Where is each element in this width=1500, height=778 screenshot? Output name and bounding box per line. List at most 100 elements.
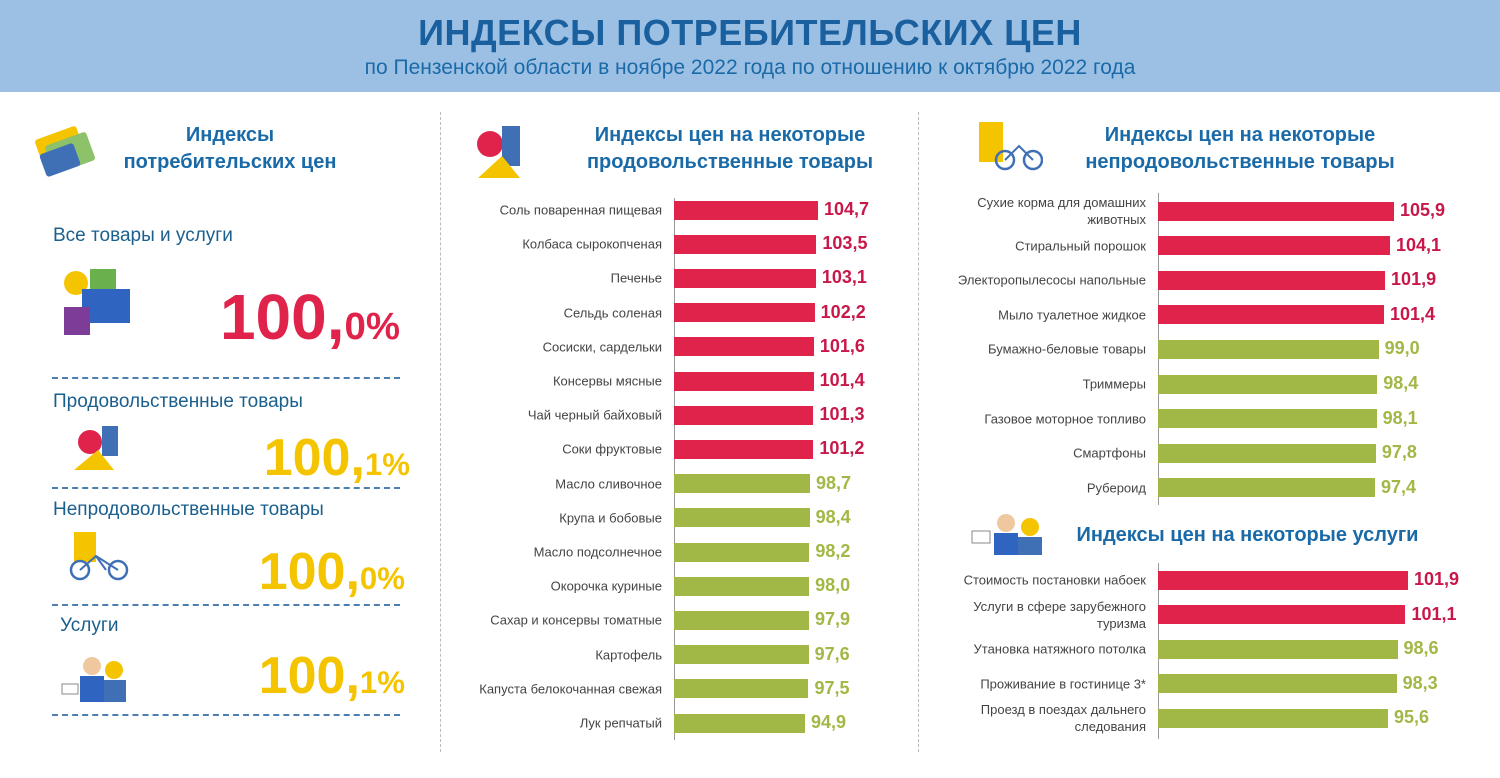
bar-label: Чай черный байховый [527, 407, 662, 423]
bar-label: Печенье [610, 270, 662, 286]
bar [674, 439, 814, 459]
clothes-bicycle-icon [979, 122, 1043, 171]
bar-value: 99,0 [1384, 338, 1420, 359]
bar [674, 508, 810, 528]
nonfood-index: 100,0% [258, 543, 405, 601]
nonfood-price-chart: Сухие корма для домашних животных 105,9 Ст… [918, 193, 1498, 505]
bar-value: 98,1 [1382, 407, 1418, 428]
bar [1158, 236, 1390, 256]
bar-label: Лук репчатый [579, 715, 662, 731]
bar-label: Окорочка куриные [550, 578, 662, 594]
bar-value: 101,2 [819, 438, 865, 459]
services-people-icon [61, 657, 126, 702]
bar-label: Мыло туалетное жидкое [998, 307, 1146, 323]
bar-value: 98,4 [815, 506, 851, 527]
bar-value: 104,1 [1395, 234, 1442, 255]
page-title: ИНДЕКСЫ ПОТРЕБИТЕЛЬСКИХ ЦЕН [418, 12, 1082, 53]
price-tags-icon [35, 126, 95, 177]
bar-label: Рубероид [1086, 480, 1146, 496]
bar-value: 101,6 [819, 335, 865, 356]
bar [1158, 374, 1378, 394]
bar-label: Бумажно-беловые товары [988, 341, 1146, 357]
bar [674, 713, 805, 733]
services-people-icon [971, 514, 1042, 555]
bar [674, 474, 811, 494]
bar-value: 101,4 [819, 370, 865, 390]
bar [674, 303, 815, 323]
bar-value: 95,6 [1394, 707, 1430, 727]
bar [674, 542, 810, 562]
bar-value: 97,6 [814, 643, 850, 664]
bar-value: 101,4 [1389, 303, 1435, 324]
bar-value: 98,3 [1402, 672, 1438, 693]
bar-label: Масло сливочное [555, 476, 662, 492]
bar [674, 405, 814, 425]
services-price-chart: Стоимость постановки набоек 101,9 Услуги в… [918, 563, 1498, 739]
bar-label: Крупа и бобовые [559, 510, 662, 526]
services-index: 100,1% [258, 647, 405, 705]
bar [674, 610, 809, 630]
bar-value: 103,5 [822, 233, 868, 254]
bar-label: Сухие корма для домашних животных [977, 195, 1146, 227]
column-separator [918, 112, 919, 752]
bar-label: Услуги в сфере зарубежного туризма [973, 598, 1146, 631]
bar-label: Проживание в гостинице 3* [980, 676, 1146, 691]
food-icon [74, 426, 118, 470]
bar-label: Смартфоны [1073, 445, 1146, 461]
bar-value: 101,9 [1414, 569, 1460, 589]
bar-value: 98,2 [815, 541, 851, 561]
bar [674, 200, 818, 220]
all-goods-label: Все товары и услуги [53, 225, 233, 246]
bar-value: 104,7 [824, 199, 870, 219]
bar-value: 94,9 [811, 712, 847, 732]
bar-label: Сахар и консервы томатные [490, 612, 662, 628]
bar [1158, 443, 1376, 463]
left-section-title: Индексы потребительских цен [123, 124, 337, 173]
page-subtitle: по Пензенской области в ноябре 2022 года… [364, 56, 1136, 79]
bar-value: 101,3 [819, 404, 865, 425]
header-banner: ИНДЕКСЫ ПОТРЕБИТЕЛЬСКИХ ЦЕН по Пензенско… [0, 0, 1500, 92]
bar [1158, 270, 1386, 290]
gift-boxes-icon [64, 269, 130, 335]
bar-value: 97,5 [814, 677, 850, 698]
services-chart-title: Индексы цен на некоторые услуги [1076, 524, 1419, 546]
chart-axis [674, 198, 675, 740]
bar [1158, 201, 1394, 221]
nonfood-label: Непродовольственные товары [53, 499, 324, 520]
bar-label: Колбаса сырокопченая [522, 236, 662, 252]
bar [674, 268, 816, 288]
nonfood-chart-title: Индексы цен на некоторые непродовольстве… [1085, 124, 1395, 173]
food-chart-title: Индексы цен на некоторые продовольственн… [586, 124, 874, 173]
bar [1158, 339, 1379, 359]
food-price-chart: Соль поваренная пищевая 104,7 Колбаса сыро… [440, 198, 920, 740]
bar [674, 645, 809, 665]
bar-label: Сельдь соленая [563, 305, 662, 321]
bar-value: 97,9 [814, 609, 851, 630]
bar-value: 98,6 [1403, 638, 1439, 658]
bar-label: Газовое моторное топливо [984, 411, 1146, 427]
bar-value: 98,7 [816, 472, 852, 493]
bar [674, 576, 810, 596]
bar-value: 101,1 [1411, 603, 1457, 624]
bar-value: 98,4 [1383, 373, 1419, 393]
bar-value: 97,8 [1381, 442, 1417, 463]
bar [1158, 708, 1388, 728]
food-label: Продовольственные товары [53, 391, 303, 412]
divider [52, 487, 400, 489]
bar-label: Капуста белокочанная свежая [479, 681, 662, 697]
bar [1158, 639, 1398, 659]
bar [674, 679, 809, 699]
bar-label: Консервы мясные [552, 373, 662, 389]
bar [674, 371, 814, 391]
bar-value: 103,1 [821, 267, 867, 288]
bar [1158, 605, 1406, 624]
food-icon [477, 126, 520, 178]
column-separator [440, 112, 441, 752]
bar [1158, 409, 1377, 429]
bar-label: Соки фруктовые [562, 441, 662, 457]
bar-value: 105,9 [1400, 200, 1446, 220]
bar [1158, 570, 1408, 590]
services-label: Услуги [60, 615, 119, 636]
divider [52, 604, 400, 606]
bar-value: 97,4 [1381, 476, 1417, 497]
